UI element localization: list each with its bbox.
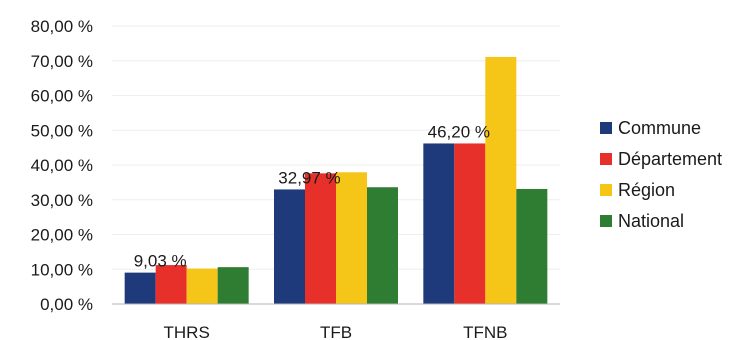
y-tick-label: 70,00 % xyxy=(31,52,93,71)
legend-swatch xyxy=(600,184,612,196)
y-tick-label: 0,00 % xyxy=(40,295,93,314)
y-tick-label: 20,00 % xyxy=(31,226,93,245)
legend-swatch xyxy=(600,153,612,165)
bar-commune-thrs xyxy=(124,272,156,304)
legend-label: Région xyxy=(618,180,675,200)
legend: Commune Département Région National xyxy=(600,118,722,231)
bar-r-gion-tfb xyxy=(336,172,367,304)
bar-r-gion-thrs xyxy=(186,268,218,304)
y-tick-label: 80,00 % xyxy=(31,17,93,36)
x-axis-categories: THRS TFB TFNB xyxy=(164,323,508,340)
data-label: 9,03 % xyxy=(134,252,187,271)
data-label: 46,20 % xyxy=(428,122,490,141)
bar-national-tfb xyxy=(367,187,398,304)
y-tick-label: 40,00 % xyxy=(31,156,93,175)
legend-swatch xyxy=(600,215,612,227)
bar-commune-tfnb xyxy=(423,143,455,304)
data-labels: 9,03 % 32,97 % 46,20 % xyxy=(134,122,490,270)
y-axis-ticks: 0,00 % 10,00 % 20,00 % 30,00 % 40,00 % 50,00 … xyxy=(31,17,93,314)
bar-national-thrs xyxy=(217,267,249,304)
bar-r-gion-tfnb xyxy=(485,56,517,304)
bar-d-partement-tfb xyxy=(305,173,336,304)
x-category-label: TFNB xyxy=(463,323,507,340)
x-category-label: TFB xyxy=(320,323,352,340)
legend-label: National xyxy=(618,211,684,231)
bar-national-tfnb xyxy=(516,188,548,304)
y-tick-label: 50,00 % xyxy=(31,121,93,140)
y-tick-label: 10,00 % xyxy=(31,260,93,279)
bar-commune-tfb xyxy=(274,189,305,304)
legend-swatch xyxy=(600,122,612,134)
bars xyxy=(124,56,548,304)
legend-label: Commune xyxy=(618,118,701,138)
y-tick-label: 60,00 % xyxy=(31,87,93,106)
data-label: 32,97 % xyxy=(278,168,340,187)
bar-d-partement-thrs xyxy=(155,265,187,304)
bar-d-partement-tfnb xyxy=(454,143,486,304)
y-tick-label: 30,00 % xyxy=(31,191,93,210)
x-category-label: THRS xyxy=(164,323,210,340)
legend-label: Département xyxy=(618,149,722,169)
